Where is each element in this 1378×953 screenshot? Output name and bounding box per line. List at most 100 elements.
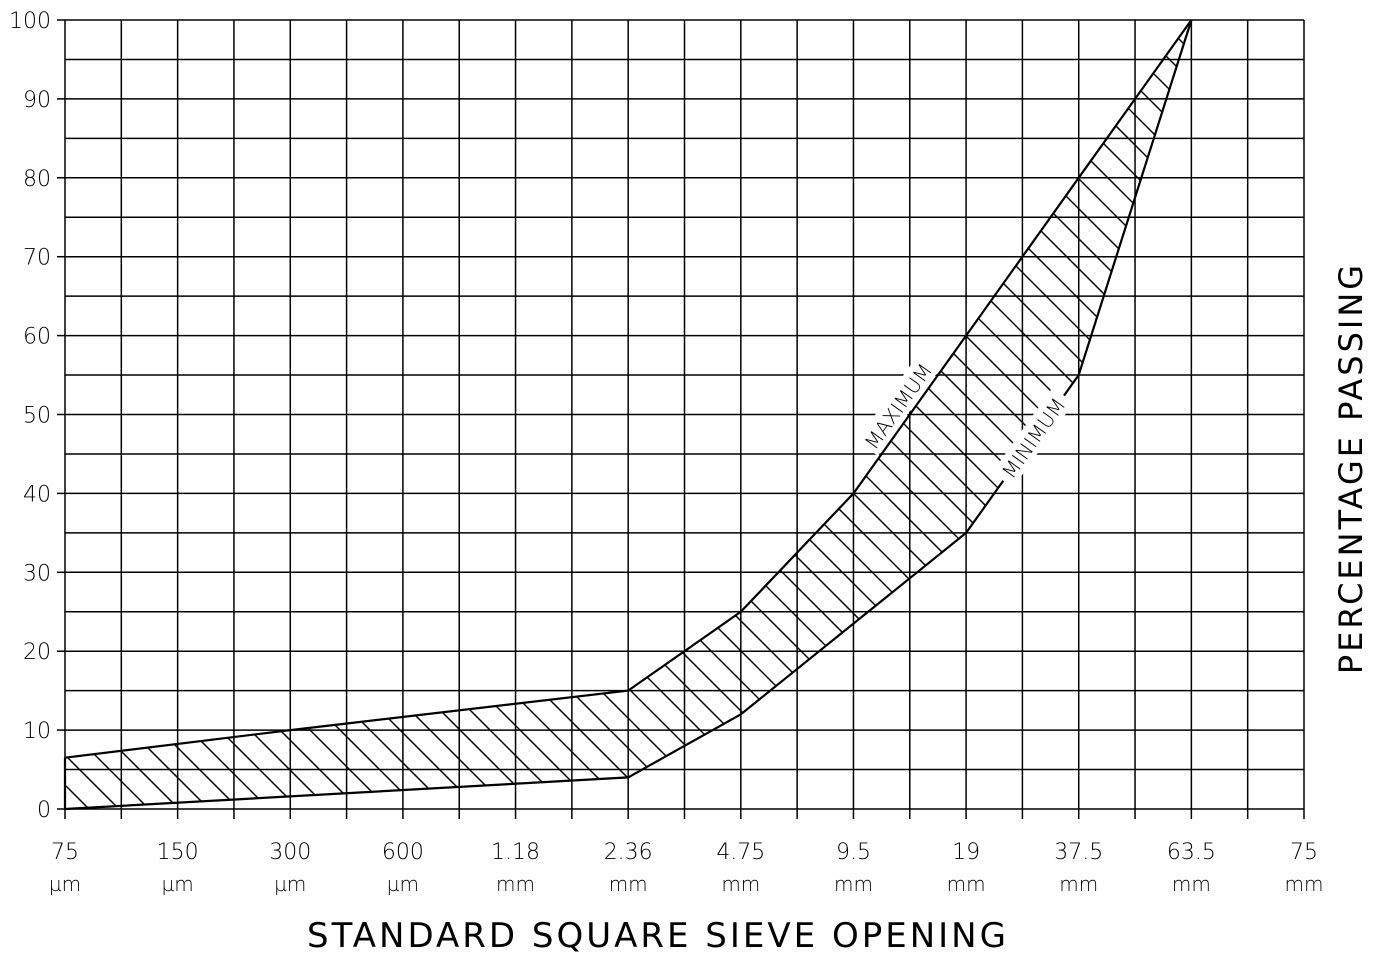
x-axis-title: STANDARD SQUARE SIEVE OPENING (307, 916, 1009, 953)
hatch-line (239, 20, 1192, 809)
hatch-line (65, 20, 1014, 809)
hatch-line (569, 20, 1192, 809)
x-tick-unit: mm (1285, 872, 1324, 896)
x-tick-label: 4.75 (716, 840, 765, 865)
y-tick-label: 50 (23, 404, 51, 429)
series-label-maximum: MAXIMUM (860, 359, 937, 454)
x-tick-label: 37.5 (1054, 840, 1103, 865)
x-tick-unit: mm (721, 872, 760, 896)
x-tick-unit: µm (387, 872, 419, 896)
series-label-minimum-bg (991, 387, 1074, 488)
hatch-line (65, 20, 684, 809)
hatch-line (689, 20, 1192, 809)
hatch-line (65, 20, 654, 809)
hatch-line (65, 20, 384, 809)
y-tick-label: 10 (23, 719, 51, 744)
hatch-line (719, 20, 1192, 809)
y-tick-label: 40 (23, 482, 51, 507)
x-tick-unit: µm (49, 872, 81, 896)
x-tick-label: 150 (157, 840, 199, 865)
hatch-line (65, 20, 924, 809)
hatch-line (65, 20, 114, 809)
hatch-line (839, 20, 1192, 809)
hatch-line (479, 20, 1192, 809)
x-tick-label: 1.18 (491, 840, 540, 865)
axis-labels: 0 10 20 30 40 50 60 70 80 90 100 75 µm 150 µm 300 µm 600 µ… (9, 9, 1370, 953)
hatch-line (89, 20, 1044, 809)
hatch-line (149, 20, 1104, 809)
y-tick-label: 30 (23, 561, 51, 586)
y-tick-label: 90 (23, 88, 51, 113)
hatch-line (449, 20, 1192, 809)
x-tick-unit: mm (1059, 872, 1098, 896)
hatch-line (1019, 20, 1192, 809)
hatch-line (869, 20, 1192, 809)
hatch-line (65, 20, 804, 809)
series-line-maximum (64, 19, 1193, 759)
hatch-line (65, 20, 534, 809)
x-tick-label: 75 (1290, 840, 1318, 865)
hatch-line (329, 20, 1192, 809)
y-tick-label: 20 (23, 640, 51, 665)
hatch-line (65, 20, 714, 809)
x-tick-label: 2.36 (604, 840, 653, 865)
hatch-line (419, 20, 1192, 809)
x-tick-unit: mm (947, 872, 986, 896)
y-tick-label: 60 (23, 325, 51, 350)
x-tick-label: 9.5 (836, 840, 871, 865)
hatch-line (65, 20, 984, 809)
x-tick-label: 75 (51, 840, 79, 865)
y-tick-label: 0 (37, 798, 51, 823)
series-label-maximum-bg (856, 355, 939, 456)
y-tick-label: 80 (23, 167, 51, 192)
hatch-line (65, 20, 744, 809)
x-tick-unit: mm (1172, 872, 1211, 896)
hatch-line (179, 20, 1134, 809)
x-tick-label: 19 (952, 840, 980, 865)
hatch-line (269, 20, 1192, 809)
hatch-line (65, 20, 294, 809)
hatch-line (65, 20, 594, 809)
y-axis-title: PERCENTAGE PASSING (1332, 262, 1370, 674)
hatch-line (65, 20, 864, 809)
hatch-line (65, 20, 264, 809)
grid (64, 19, 1305, 810)
hatch-line (119, 20, 1074, 809)
hatch-line (65, 20, 234, 809)
hatch-line (599, 20, 1192, 809)
hatch-line (65, 20, 444, 809)
hatch-line (65, 20, 894, 809)
hatch-line (65, 20, 504, 809)
x-tick-label: 63.5 (1167, 840, 1216, 865)
x-tick-unit: µm (274, 872, 306, 896)
hatch-line (65, 20, 474, 809)
x-tick-label: 300 (269, 840, 311, 865)
hatch-line (809, 20, 1192, 809)
x-tick-label: 600 (382, 840, 424, 865)
x-tick-unit: mm (496, 872, 535, 896)
hatch-line (359, 20, 1192, 809)
hatch-line (299, 20, 1192, 809)
hatch-line (65, 20, 324, 809)
y-tick-label: 100 (9, 9, 51, 34)
hatch-line (959, 20, 1192, 809)
hatch-line (65, 20, 204, 809)
hatch-line (899, 20, 1192, 809)
hatch-line (65, 20, 174, 809)
series-line-minimum (64, 19, 1193, 811)
y-tick-label: 70 (23, 246, 51, 271)
hatch-line (749, 20, 1192, 809)
hatch-line (65, 20, 354, 809)
hatch-line (65, 20, 954, 809)
hatch-line (65, 20, 624, 809)
x-tick-unit: mm (834, 872, 873, 896)
hatch-line (65, 20, 564, 809)
axis-ticks (57, 19, 1305, 819)
hatch-line (1049, 20, 1192, 809)
x-tick-unit: mm (609, 872, 648, 896)
hatch-line (989, 20, 1192, 809)
hatch-line (929, 20, 1192, 809)
